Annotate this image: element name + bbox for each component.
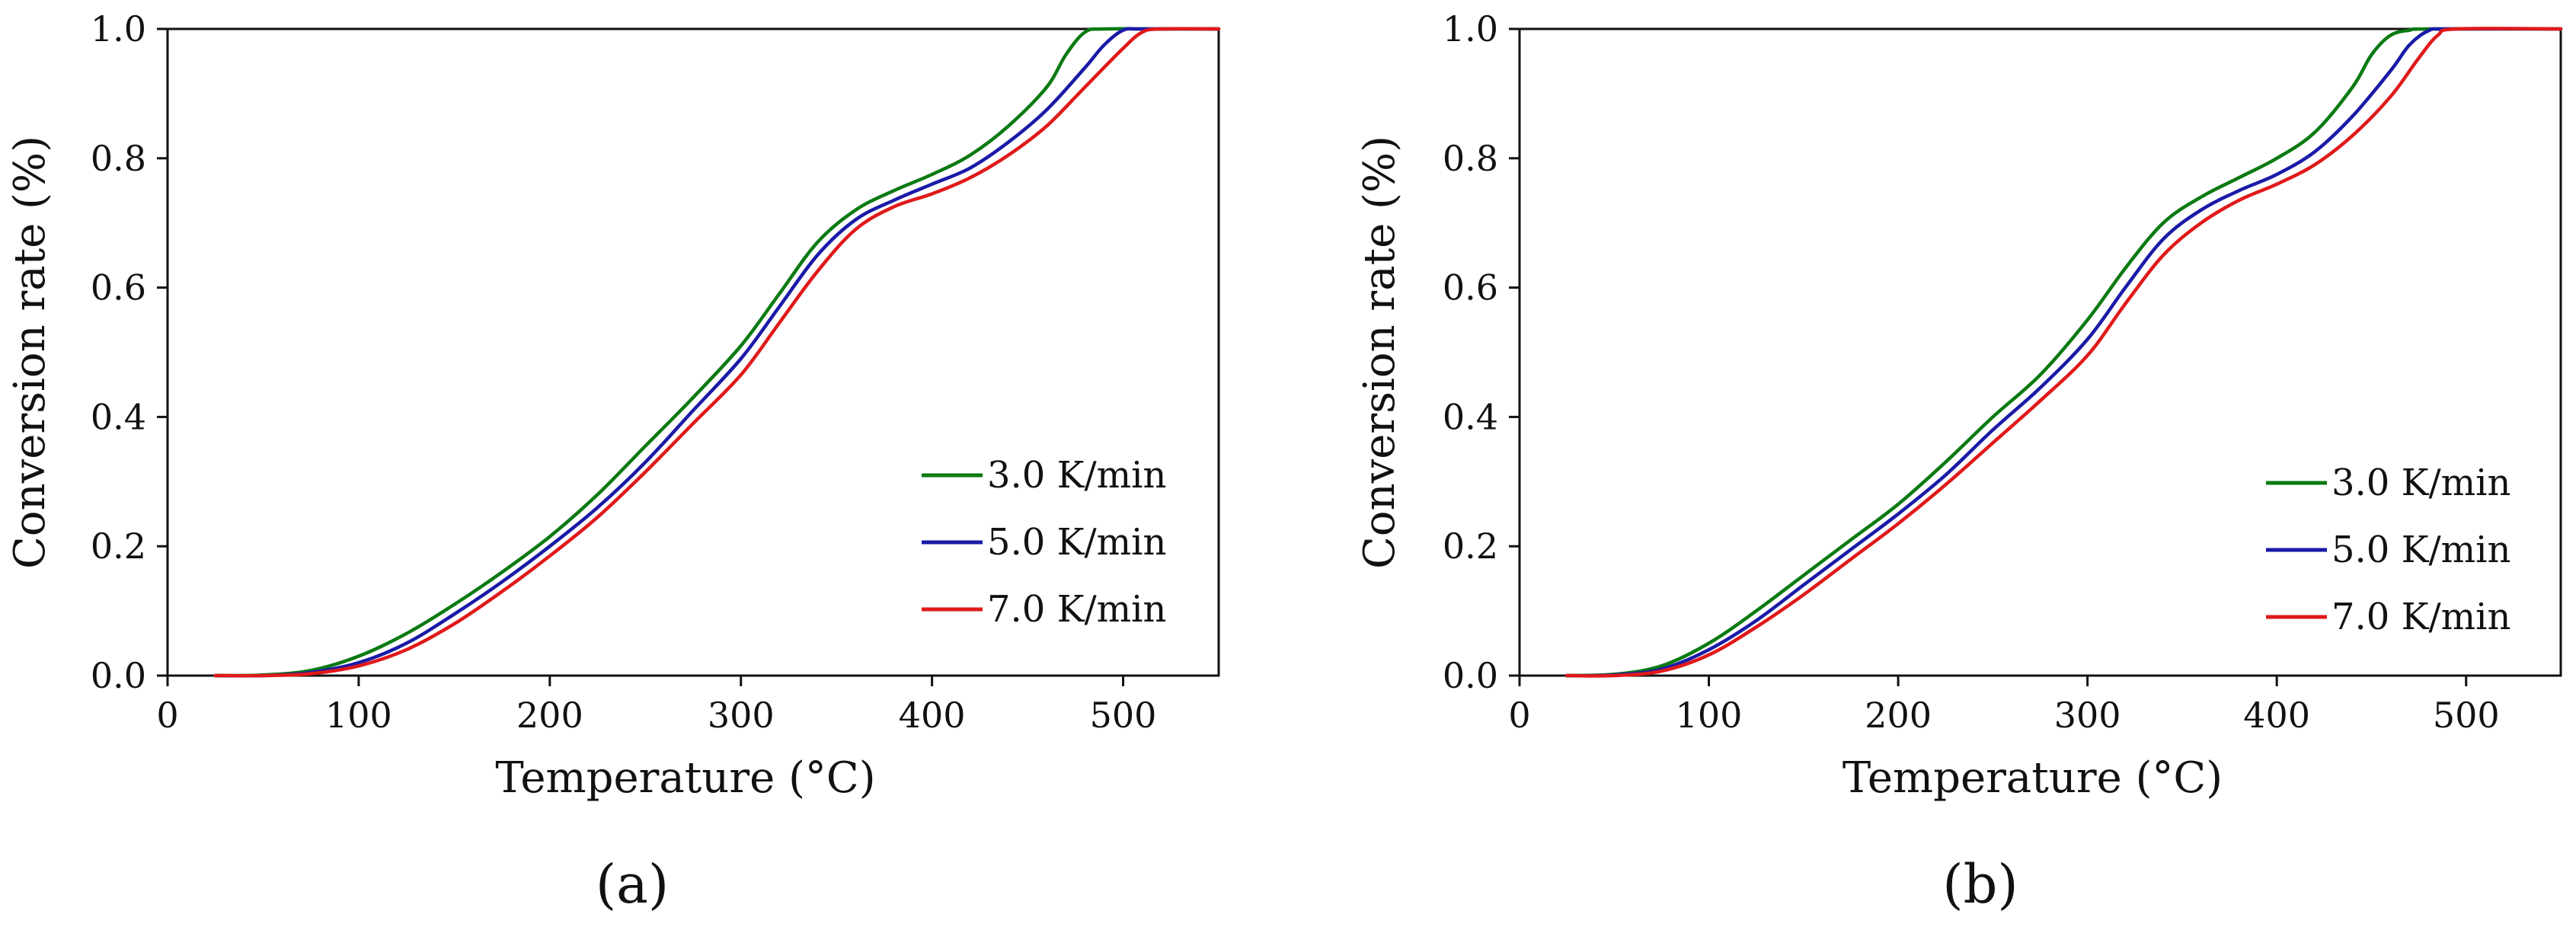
- legend-label: 7.0 K/min: [987, 588, 1166, 631]
- y-tick-label: 0.6: [1443, 267, 1498, 308]
- plot-area-frame: [166, 27, 1220, 677]
- panel-label: (b): [1942, 853, 2018, 916]
- y-tick-label: 1.0: [91, 8, 146, 50]
- y-axis-title: Conversion rate (%): [1355, 136, 1405, 569]
- x-tick-label: 100: [325, 695, 392, 736]
- x-tick-label: 200: [516, 695, 583, 736]
- x-tick-label: 300: [2054, 695, 2121, 736]
- x-tick-label: 300: [708, 695, 775, 736]
- series-line-2: [213, 27, 1221, 678]
- y-tick-label: 0.0: [91, 655, 146, 696]
- y-tick-label: 0.8: [1443, 138, 1498, 179]
- series-line-0: [213, 27, 1221, 678]
- x-tick-label: 100: [1676, 695, 1743, 736]
- series-line-1: [213, 27, 1221, 678]
- legend-label: 5.0 K/min: [987, 521, 1166, 564]
- x-tick-label: 200: [1865, 695, 1932, 736]
- x-tick-label: 0: [156, 695, 178, 736]
- series-line-1: [1564, 27, 2563, 678]
- x-tick-label: 0: [1508, 695, 1530, 736]
- y-axis-title: Conversion rate (%): [5, 136, 55, 569]
- legend-label: 3.0 K/min: [987, 454, 1166, 497]
- legend: 3.0 K/min 5.0 K/min 7.0 K/min: [922, 454, 1166, 631]
- legend-label: 7.0 K/min: [2332, 596, 2510, 638]
- x-axis-title: Temperature (°C): [1843, 753, 2223, 803]
- series-line-2: [1564, 27, 2563, 678]
- plot-area-frame: [1518, 27, 2562, 677]
- y-tick-label: 0.8: [91, 138, 146, 179]
- legend-label: 5.0 K/min: [2332, 529, 2510, 571]
- y-tick-label: 0.2: [1443, 526, 1498, 567]
- y-tick-label: 0.6: [91, 267, 146, 308]
- legend: 3.0 K/min 5.0 K/min 7.0 K/min: [2266, 462, 2510, 638]
- y-tick-label: 1.0: [1443, 8, 1498, 50]
- x-tick-label: 500: [1090, 695, 1157, 736]
- panel-label: (a): [596, 853, 669, 916]
- legend-label: 3.0 K/min: [2332, 462, 2510, 504]
- series-line-0: [1564, 27, 2563, 678]
- y-tick-label: 0.0: [1443, 655, 1498, 696]
- y-tick-label: 0.2: [91, 526, 146, 567]
- chart-panel-b: 0 100 200 300 400 500 0.0 0.2 0.4 0.6 0.8 1.0 Temper…: [1355, 8, 2563, 916]
- chart-panel-a: 0 100 200 300 400 500 0.0 0.2 0.4 0.6 0.8 1.0 Temper…: [5, 8, 1221, 916]
- y-tick-label: 0.4: [1443, 396, 1498, 437]
- x-axis-title: Temperature (°C): [495, 753, 875, 803]
- x-tick-label: 500: [2433, 695, 2500, 736]
- y-tick-label: 0.4: [91, 396, 146, 437]
- x-tick-label: 400: [899, 695, 966, 736]
- x-tick-label: 400: [2243, 695, 2310, 736]
